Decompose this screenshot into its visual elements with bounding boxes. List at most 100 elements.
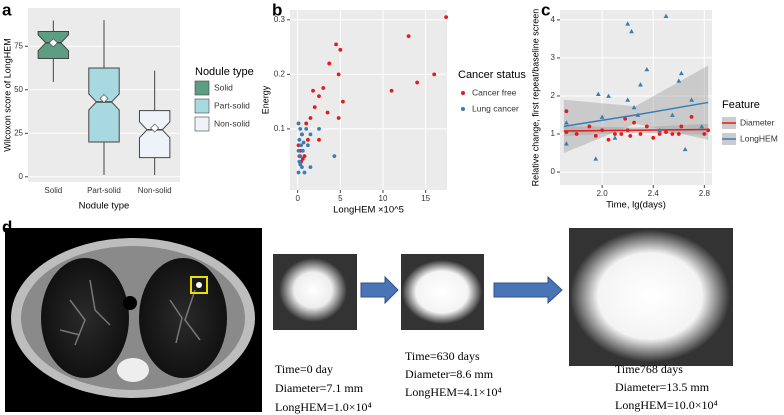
data-point [317, 137, 321, 142]
data-point [308, 116, 313, 120]
data-point [628, 134, 633, 138]
data-point [296, 148, 301, 153]
x-tick-label: 2.0 [597, 189, 609, 198]
caption: LongHEM=1.0×10⁴ [275, 400, 372, 414]
data-point [300, 165, 304, 169]
box [138, 110, 171, 159]
data-point [670, 112, 675, 117]
legend-label: Solid [214, 82, 233, 92]
x-tick-label: 15 [421, 194, 430, 203]
data-point [682, 146, 688, 152]
x-axis-label: Nodule type [79, 201, 130, 212]
caption: Time=0 day [275, 362, 333, 376]
caption: Diameter=8.6 mm [405, 367, 494, 381]
ct-image [5, 228, 262, 412]
data-point [625, 128, 630, 133]
box [88, 67, 120, 143]
data-point [325, 110, 330, 115]
y-tick-label: 25 [14, 128, 23, 137]
nodule [279, 258, 347, 322]
data-point [304, 127, 309, 131]
legend-title: Nodule type [195, 66, 254, 78]
data-point [663, 13, 669, 19]
data-point [644, 124, 649, 129]
arrow [360, 275, 399, 305]
data-point [300, 132, 304, 137]
plot-background [560, 10, 712, 185]
y-tick-label: 75 [14, 41, 23, 50]
data-point [619, 132, 624, 136]
legend-title: Feature [722, 99, 760, 111]
y-tick-label: 50 [14, 85, 23, 94]
data-point [657, 127, 663, 133]
data-point [625, 21, 631, 26]
data-point [300, 157, 305, 161]
x-axis-label: Time, lg(days) [606, 200, 666, 211]
x-tick-label: 10 [379, 194, 388, 203]
data-point [599, 114, 605, 119]
data-point [338, 47, 343, 52]
y-tick-label: 0.2 [274, 69, 286, 78]
y-tick-label: 4 [551, 15, 556, 24]
data-point [321, 86, 326, 90]
data-point [389, 88, 394, 93]
panel-label: a [2, 0, 12, 19]
data-point [679, 124, 684, 129]
data-point [587, 124, 592, 129]
data-point [632, 120, 636, 125]
data-point [308, 132, 313, 137]
y-tick-label: 0.3 [274, 15, 286, 24]
mean-marker [99, 94, 109, 103]
data-point [613, 132, 617, 136]
arrow [493, 275, 563, 305]
data-point [300, 148, 305, 153]
data-point [606, 93, 611, 98]
y-tick-label: 1 [551, 129, 556, 138]
data-point [644, 66, 650, 72]
data-point [664, 130, 668, 135]
legend-label: Part-solid [214, 100, 250, 110]
x-tick-label: Part-solid [87, 186, 121, 195]
data-point [574, 132, 579, 136]
data-point [334, 42, 338, 47]
legend-title: Cancer status [458, 69, 526, 81]
caption: LongHEM=10.0×10⁴ [615, 398, 718, 412]
legend-key [194, 80, 210, 96]
legend-key [194, 116, 210, 132]
data-point [327, 61, 332, 66]
data-point [341, 99, 345, 104]
data-point [689, 97, 694, 102]
data-point [298, 162, 303, 167]
data-point [629, 28, 634, 34]
legend-label: Diameter [740, 117, 775, 127]
data-point [670, 132, 675, 136]
data-point [563, 120, 569, 125]
data-point [612, 135, 618, 140]
data-point [600, 128, 605, 133]
legend-key [194, 98, 210, 114]
y-axis-label: Energy [260, 85, 270, 114]
data-point [312, 105, 317, 109]
data-point [432, 72, 437, 77]
y-axis-label: Relative change, first repeat/baseline s… [530, 9, 540, 187]
x-axis-label: LongHEM ×10^5 [333, 205, 404, 216]
y-tick-label: 0 [551, 167, 556, 176]
legend-label: Non-solid [214, 118, 250, 128]
data-point [317, 94, 321, 99]
data-point [625, 97, 631, 102]
x-tick-label: Solid [44, 186, 62, 195]
data-point [296, 121, 301, 126]
data-point [299, 143, 303, 148]
y-tick-label: 0 [19, 172, 24, 181]
data-point [306, 137, 310, 142]
legend-label: Lung cancer [472, 103, 519, 113]
legend-key [461, 91, 465, 95]
data-point [689, 115, 694, 119]
caption: Diameter=13.5 mm [615, 380, 710, 394]
caption: LongHEM=4.1×10⁴ [405, 385, 502, 399]
y-axis-label: Wilcoxon score of LongHEM [2, 38, 12, 152]
data-point [676, 132, 681, 136]
data-point [676, 78, 682, 83]
data-point [595, 91, 601, 96]
data-point [564, 130, 569, 135]
